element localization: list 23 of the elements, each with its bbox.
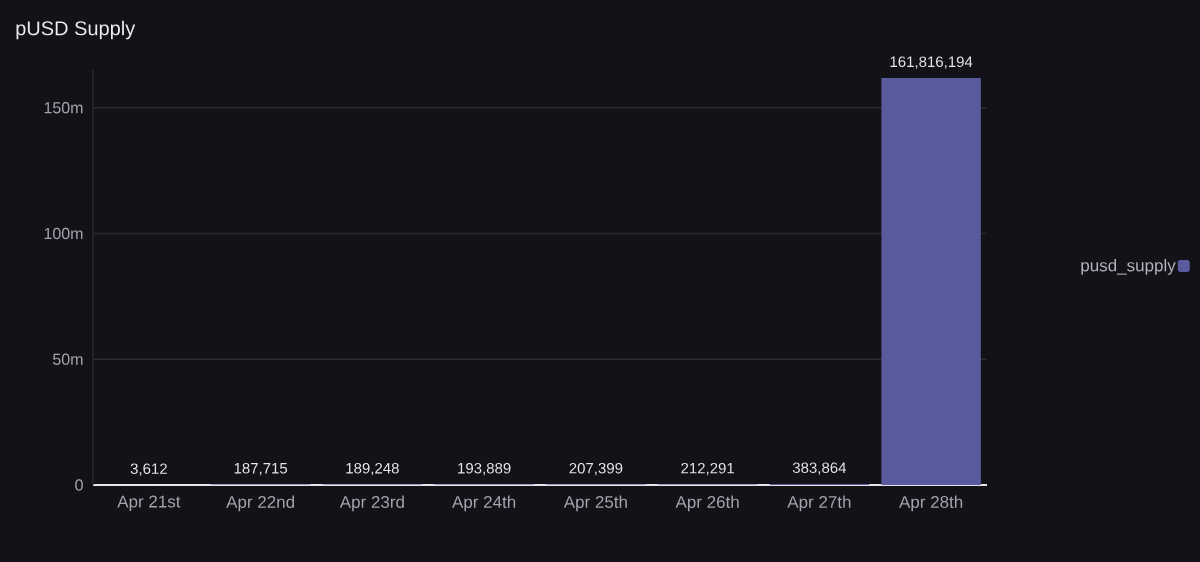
data-label: 187,715 [234,462,288,476]
data-label: 207,399 [569,462,623,476]
data-label: 193,889 [458,462,511,476]
y-tick-label: 0 [75,479,83,491]
data-label: 161,816,194 [890,56,973,69]
data-label: 3,612 [130,463,167,476]
bar [881,78,981,485]
y-tick-label: 150m [44,102,83,114]
legend-label: pusd_supply [1081,258,1176,275]
x-tick-label: Apr 28th [899,495,963,512]
data-label: 383,864 [792,462,847,475]
y-tick-label: 100m [44,227,83,240]
chart-title: pUSD Supply [16,20,136,40]
data-label: 212,291 [681,462,734,476]
x-tick-label: Apr 26th [675,495,739,512]
x-tick-label: Apr 21st [117,495,181,511]
x-tick-label: Apr 22nd [226,495,295,512]
x-tick-label: Apr 23rd [339,495,404,512]
x-tick-label: Apr 25th [563,495,627,512]
x-tick-label: Apr 27th [787,495,851,512]
data-label: 189,248 [346,462,399,476]
y-tick-label: 50m [53,353,83,365]
x-tick-label: Apr 24th [452,495,516,512]
